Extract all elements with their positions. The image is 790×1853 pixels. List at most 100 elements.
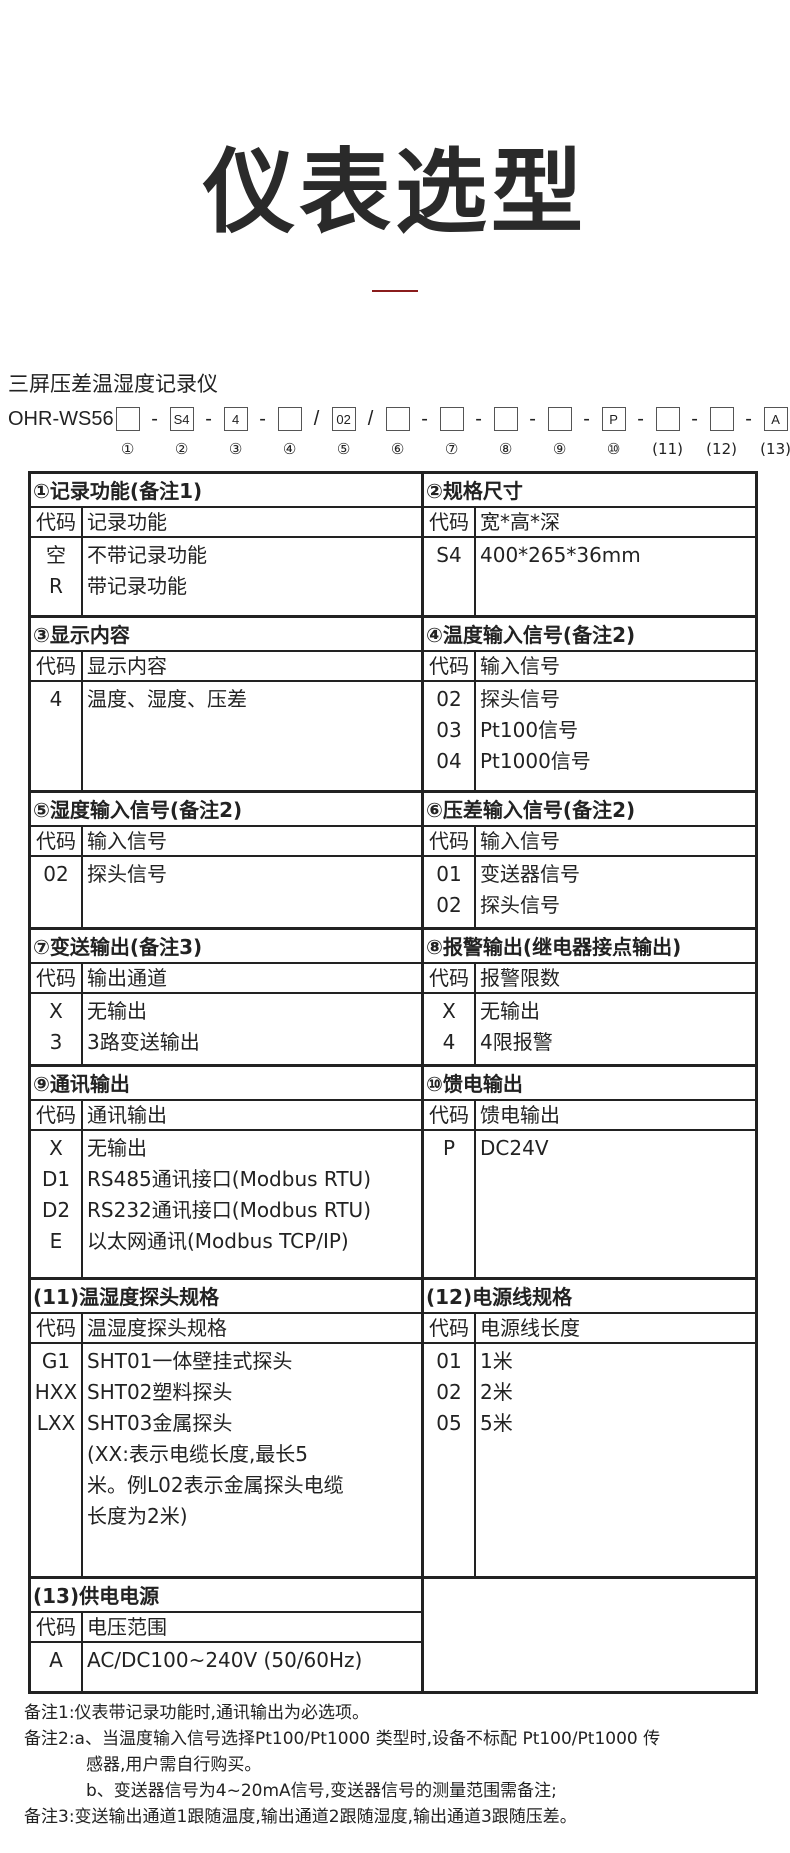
- option-code: A: [49, 1648, 63, 1672]
- slot-number: ⑤: [336, 440, 351, 458]
- section-body: G1 HXX LXX SHT01一体壁挂式探头 SHT02塑料探头 SHT03金属探头 (X…: [31, 1344, 421, 1576]
- slot-number: ⑦: [444, 440, 459, 458]
- slot-number: (13): [760, 440, 790, 458]
- option-description: (XX:表示电缆长度,最长5: [87, 1442, 309, 1466]
- option-description: 温度、湿度、压差: [87, 687, 247, 711]
- section-header: 代码 温湿度探头规格: [31, 1314, 421, 1344]
- option-code: 02: [436, 893, 462, 917]
- code-header: 代码: [424, 652, 476, 680]
- slot-number: ⑥: [390, 440, 405, 458]
- description-column: 无输出 4限报警: [476, 994, 553, 1064]
- section: (11)温湿度探头规格 代码 温湿度探头规格 G1 HXX LXX SHT01一体壁挂式探头…: [31, 1280, 421, 1576]
- model-slot: [277, 407, 302, 431]
- option-description: 5米: [480, 1411, 513, 1435]
- row-divider: [31, 615, 755, 618]
- note-2b: b、变送器信号为4~20mA信号,变送器信号的测量范围需备注;: [86, 1781, 557, 1801]
- note-3: 备注3:变送输出通道1跟随温度,输出通道2跟随湿度,输出通道3跟随压差。: [24, 1807, 577, 1827]
- option-description: 2米: [480, 1380, 513, 1404]
- section-header: 代码 电源线长度: [424, 1314, 755, 1344]
- section: ④温度输入信号(备注2) 代码 输入信号 02 03 04 探头信号 Pt100信号 Pt100…: [424, 618, 755, 790]
- option-description: 变送器信号: [480, 862, 580, 886]
- model-prefix: OHR-WS56: [8, 407, 114, 430]
- option-code: D2: [41, 1198, 71, 1222]
- code-header: 代码: [424, 1101, 476, 1129]
- section-body: X D1 D2 E 无输出 RS485通讯接口(Modbus RTU) RS232通讯接口(…: [31, 1131, 421, 1277]
- slot-number: (11): [652, 440, 683, 458]
- description-column: 无输出 RS485通讯接口(Modbus RTU) RS232通讯接口(Modbus…: [83, 1131, 371, 1277]
- section-title: ⑩馈电输出: [424, 1067, 755, 1101]
- column-header: 记录功能: [87, 510, 167, 534]
- model-slot: [115, 407, 140, 431]
- section-header: 代码 宽*高*深: [424, 508, 755, 538]
- section-header: 代码 显示内容: [31, 652, 421, 682]
- code-column: 02 03 04: [424, 682, 476, 790]
- option-code: 02: [43, 862, 69, 886]
- code-header: 代码: [31, 964, 83, 992]
- code-header: 代码: [424, 827, 476, 855]
- option-description: 3路变送输出: [87, 1030, 200, 1054]
- section-title: ④温度输入信号(备注2): [424, 618, 755, 652]
- section-header: 代码 馈电输出: [424, 1101, 755, 1131]
- section-title: ③显示内容: [31, 618, 421, 652]
- column-header: 馈电输出: [480, 1103, 560, 1127]
- section: ⑨通讯输出 代码 通讯输出 X D1 D2 E 无输出 RS485通讯接口(Modbus RTU…: [31, 1067, 421, 1277]
- note-2a-cont: 感器,用户需自行购买。: [86, 1755, 262, 1775]
- column-header: 电压范围: [87, 1615, 167, 1639]
- section-title: (12)电源线规格: [424, 1280, 755, 1314]
- section-body: 01 02 变送器信号 探头信号: [424, 857, 755, 927]
- option-description: 以太网通讯(Modbus TCP/IP): [87, 1229, 349, 1253]
- option-description: 探头信号: [87, 862, 167, 886]
- column-header: 温湿度探头规格: [87, 1316, 227, 1340]
- option-description: 长度为2米): [87, 1504, 188, 1528]
- model-separator: /: [313, 407, 320, 430]
- section-body: X 4 无输出 4限报警: [424, 994, 755, 1064]
- option-description: DC24V: [480, 1136, 549, 1160]
- code-column: 02: [31, 857, 83, 927]
- option-description: 探头信号: [480, 893, 560, 917]
- option-description: SHT01一体壁挂式探头: [87, 1349, 293, 1373]
- slot-numbers: ① ② ③ ④ ⑤ ⑥ ⑦ ⑧ ⑨ ⑩ (11) (12) (13): [0, 440, 790, 464]
- option-code: R: [49, 574, 63, 598]
- column-header: 电源线长度: [480, 1316, 580, 1340]
- section-header: 代码 输入信号: [424, 652, 755, 682]
- code-header: 代码: [31, 1314, 83, 1342]
- option-description: SHT03金属探头: [87, 1411, 233, 1435]
- model-code: OHR-WS56 - S4-4-/02/- - - - P - - - A: [8, 402, 788, 436]
- section-header: 代码 输出通道: [31, 964, 421, 994]
- code-header: 代码: [31, 652, 83, 680]
- model-separator: -: [475, 407, 482, 430]
- option-description: 1米: [480, 1349, 513, 1373]
- section-body: S4 400*265*36mm: [424, 538, 755, 615]
- section-title: ①记录功能(备注1): [31, 474, 421, 508]
- option-description: 无输出: [87, 1136, 147, 1160]
- slot-number: ⑧: [498, 440, 513, 458]
- option-code: E: [49, 1229, 63, 1253]
- description-column: 探头信号 Pt100信号 Pt1000信号: [476, 682, 591, 790]
- description-column: DC24V: [476, 1131, 549, 1277]
- description-column: 温度、湿度、压差: [83, 682, 247, 790]
- option-description: Pt100信号: [480, 718, 579, 742]
- title-divider: [372, 290, 418, 292]
- row-divider: [31, 1064, 755, 1067]
- description-column: 1米 2米 5米: [476, 1344, 513, 1576]
- option-code: X: [49, 999, 63, 1023]
- section-title: (11)温湿度探头规格: [31, 1280, 421, 1314]
- section-title: ⑧报警输出(继电器接点输出): [424, 930, 755, 964]
- code-column: X D1 D2 E: [31, 1131, 83, 1277]
- description-column: 400*265*36mm: [476, 538, 641, 615]
- section: (13)供电电源 代码 电压范围 A AC/DC100~240V (50/60Hz): [31, 1579, 421, 1691]
- option-code: [31, 1501, 81, 1532]
- code-header: 代码: [424, 964, 476, 992]
- model-slot: A: [763, 407, 788, 431]
- option-description: 4限报警: [480, 1030, 553, 1054]
- section: ⑥压差输入信号(备注2) 代码 输入信号 01 02 变送器信号 探头信号: [424, 793, 755, 927]
- description-column: 探头信号: [83, 857, 167, 927]
- page-title: 仪表选型: [202, 139, 587, 246]
- section-body: 空 R 不带记录功能 带记录功能: [31, 538, 421, 615]
- model-slot: [655, 407, 680, 431]
- code-header: 代码: [31, 1613, 83, 1641]
- model-separator: -: [583, 407, 590, 430]
